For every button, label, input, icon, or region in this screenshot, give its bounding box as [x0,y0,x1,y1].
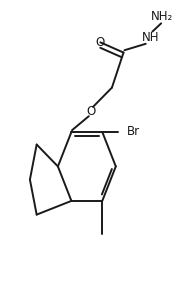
Text: O: O [86,105,95,118]
Text: NH₂: NH₂ [151,10,173,22]
Text: NH: NH [142,32,159,44]
Text: Br: Br [126,126,140,138]
Text: O: O [96,36,105,49]
